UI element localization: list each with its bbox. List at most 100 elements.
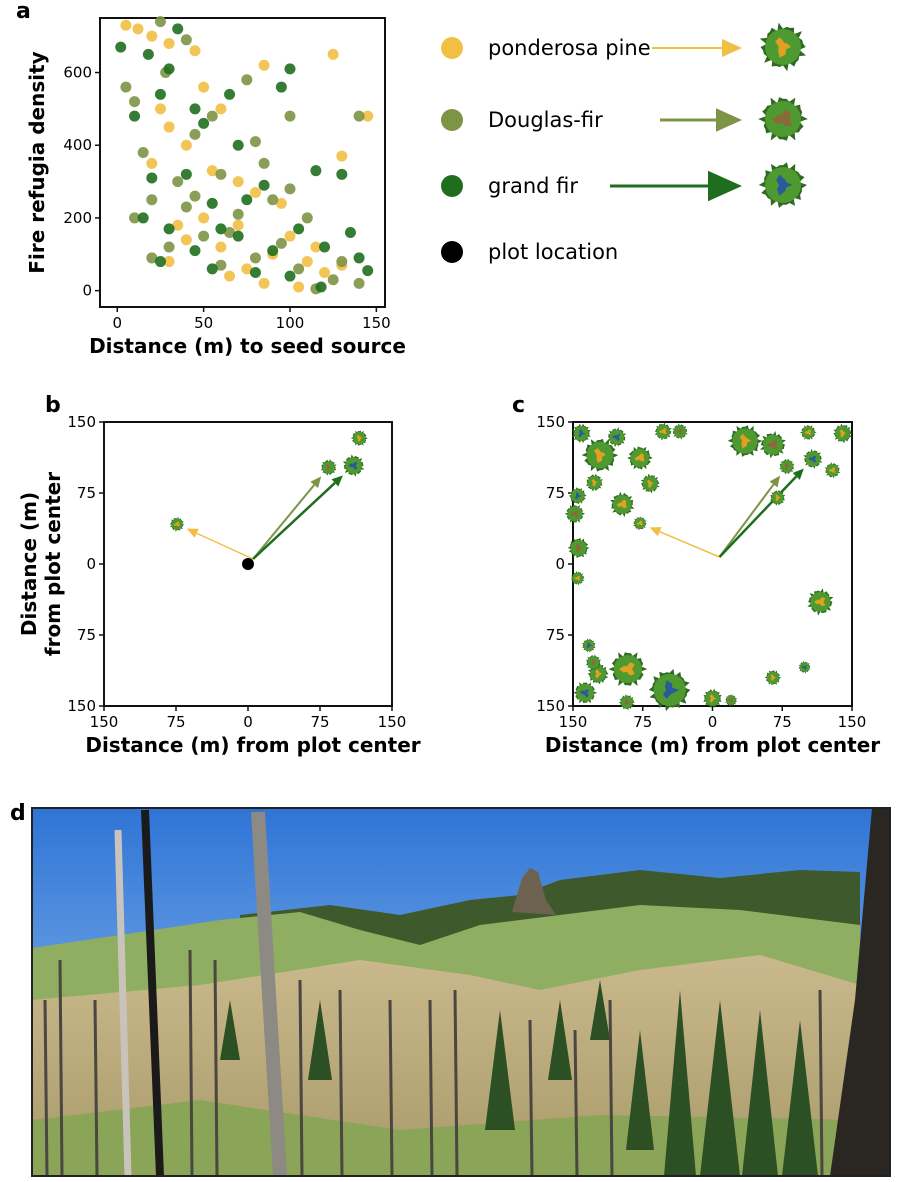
point	[180, 34, 192, 46]
x-tick-label: 75	[166, 713, 185, 731]
tree	[633, 516, 647, 531]
point	[189, 128, 201, 140]
point	[327, 274, 339, 286]
x-tick-label: 150	[90, 713, 119, 731]
legend-tree	[758, 97, 808, 141]
legend-tree	[759, 22, 807, 72]
tree	[824, 462, 841, 479]
point	[146, 157, 158, 169]
tree	[582, 638, 596, 653]
crown-center	[808, 455, 817, 463]
legend-marker	[441, 109, 463, 131]
point	[275, 197, 287, 209]
tree	[585, 654, 602, 671]
crown-center	[634, 452, 645, 462]
crown-center	[739, 433, 752, 449]
point	[232, 230, 244, 242]
point	[215, 103, 227, 115]
crown-center	[348, 462, 358, 470]
point	[310, 241, 322, 253]
rock-spire	[512, 868, 556, 915]
tree	[648, 668, 691, 712]
point	[154, 16, 166, 28]
point	[215, 223, 227, 235]
tree	[568, 487, 587, 505]
point	[267, 194, 279, 206]
legend-label: plot location	[488, 240, 618, 264]
point	[154, 103, 166, 115]
point	[258, 277, 270, 289]
x-tick-label: 75	[773, 713, 792, 731]
crown-center	[709, 694, 717, 703]
y-tick-label: 75	[546, 626, 565, 644]
arrow	[718, 475, 798, 558]
panel-label: c	[512, 393, 525, 418]
tree	[703, 688, 722, 709]
point	[241, 263, 253, 275]
tree	[807, 588, 834, 616]
point	[319, 266, 331, 278]
point	[258, 157, 270, 169]
crown-center	[593, 448, 606, 463]
crown-center	[574, 491, 582, 500]
point	[215, 168, 227, 180]
point	[163, 223, 175, 235]
point	[180, 201, 192, 213]
tree	[581, 438, 619, 472]
arrow-head	[716, 108, 742, 132]
point	[275, 237, 287, 249]
y-tick-label: 600	[63, 64, 92, 82]
tree	[800, 425, 817, 440]
crown-center	[662, 680, 680, 699]
point	[146, 252, 158, 264]
conifers	[220, 980, 818, 1176]
point	[198, 81, 210, 93]
point	[120, 19, 132, 31]
point	[129, 96, 141, 108]
point	[293, 281, 305, 293]
point	[172, 219, 184, 231]
y-axis-title: Fire refugia density	[25, 51, 49, 273]
crown-center	[770, 674, 777, 682]
tree	[725, 693, 738, 707]
point	[206, 165, 218, 177]
point	[241, 194, 253, 206]
legend-marker	[441, 241, 463, 263]
point	[241, 74, 253, 86]
point	[189, 245, 201, 257]
snags	[43, 949, 824, 1177]
crown-center	[595, 669, 603, 679]
y-tick-label: 150	[536, 697, 565, 715]
arrow-head	[649, 527, 662, 537]
legend-marker	[441, 175, 463, 197]
tree	[764, 670, 781, 686]
point	[132, 23, 144, 35]
y-tick-label: 75	[546, 484, 565, 502]
point	[189, 103, 201, 115]
point	[344, 226, 356, 238]
point	[301, 212, 313, 224]
point	[284, 183, 296, 195]
tree	[350, 430, 368, 446]
dead-tree	[114, 829, 132, 1177]
tree	[169, 516, 184, 532]
point	[146, 30, 158, 42]
x-tick-label: 100	[276, 314, 305, 332]
crown-center	[728, 698, 734, 703]
y-tick-label: 75	[77, 484, 96, 502]
x-tick-label: 50	[194, 314, 213, 332]
tree	[619, 694, 635, 711]
legend-marker	[441, 37, 463, 59]
x-tick-label: 0	[112, 314, 122, 332]
tree	[640, 473, 660, 494]
crown-center	[575, 543, 583, 553]
point	[224, 226, 236, 238]
point	[249, 266, 261, 278]
x-tick-label: 150	[378, 713, 407, 731]
legend-label: Douglas-fir	[488, 108, 603, 132]
crown-center	[578, 429, 586, 438]
tree	[342, 454, 365, 477]
meadow	[32, 1100, 860, 1176]
x-tick-label: 75	[310, 713, 329, 731]
